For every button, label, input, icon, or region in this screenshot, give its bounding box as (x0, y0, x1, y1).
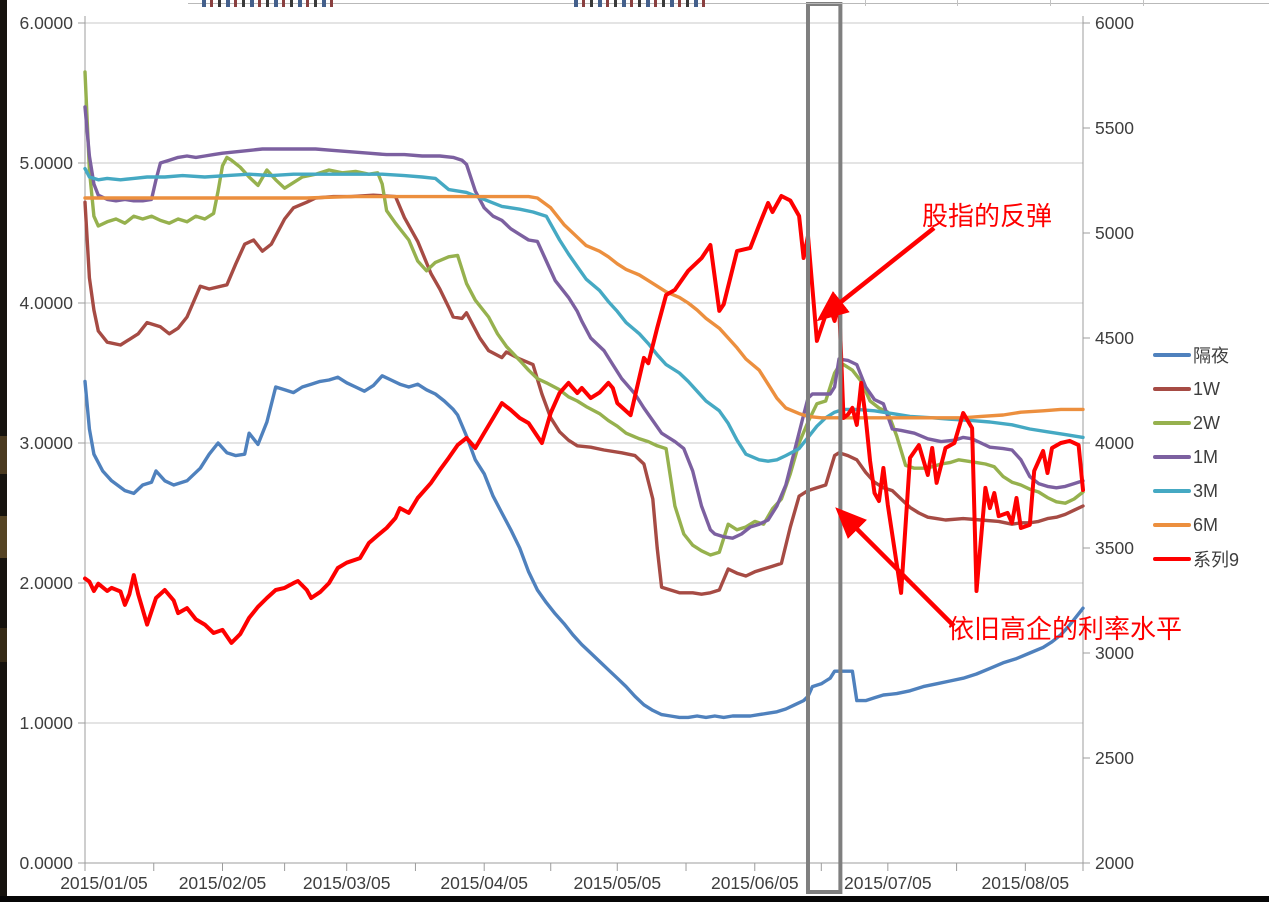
series-6m-line (83, 194, 1085, 420)
line-swatch-icon (1153, 455, 1191, 459)
series-1m-line (83, 105, 1085, 540)
cropped-tick (1143, 0, 1144, 6)
right-axis-label: 2000 (1095, 853, 1134, 873)
left-axis-label: 6.0000 (19, 13, 73, 33)
chart-legend: 隔夜 1W 2W 1M 3M 6M 系列9 (1153, 338, 1239, 576)
left-axis-label: 5.0000 (19, 153, 73, 173)
legend-label: 6M (1193, 514, 1219, 535)
line-swatch-icon (1153, 353, 1191, 357)
legend-item-2w: 2W (1153, 406, 1239, 440)
x-axis-label: 2015/04/05 (440, 873, 528, 893)
cropped-tick (957, 0, 958, 6)
x-axis-label: 2015/07/05 (844, 873, 932, 893)
right-axis-label: 3500 (1095, 538, 1134, 558)
screen-edge-left (0, 0, 7, 902)
legend-item-3m: 3M (1153, 474, 1239, 508)
right-axis-label: 5500 (1095, 118, 1134, 138)
legend-item-1m: 1M (1153, 440, 1239, 474)
x-axis-label: 2015/03/05 (303, 873, 391, 893)
legend-label: 1W (1193, 378, 1220, 399)
legend-item-overnight: 隔夜 (1153, 338, 1239, 372)
right-axis-label: 4000 (1095, 433, 1134, 453)
series-1w-line (83, 193, 1085, 596)
legend-item-1w: 1W (1153, 372, 1239, 406)
legend-item-series9: 系列9 (1153, 542, 1239, 576)
line-swatch-icon (1153, 557, 1191, 561)
line-swatch-icon (1153, 523, 1191, 527)
annotation-high-rates: 依旧高企的利率水平 (948, 615, 1183, 644)
annotation-stock-rebound: 股指的反弹 (922, 202, 1053, 231)
x-axis-label: 2015/01/05 (60, 873, 148, 893)
legend-label: 3M (1193, 480, 1219, 501)
left-axis-label: 4.0000 (19, 293, 73, 313)
series-2w-line (83, 70, 1085, 557)
screen-edge-bottom (0, 896, 1269, 902)
cropped-text-fragment (202, 0, 334, 7)
x-axis-label: 2015/06/05 (711, 873, 799, 893)
line-swatch-icon (1153, 421, 1191, 425)
left-axis-label: 1.0000 (19, 713, 73, 733)
right-axis-label: 6000 (1095, 13, 1134, 33)
x-axis-label: 2015/02/05 (179, 873, 267, 893)
line-swatch-icon (1153, 489, 1191, 493)
left-axis-label: 2.0000 (19, 573, 73, 593)
cropped-text-fragment (574, 0, 706, 7)
line-swatch-icon (1153, 387, 1191, 391)
cropped-tick (865, 0, 866, 6)
right-axis-label: 4500 (1095, 328, 1134, 348)
legend-label: 系列9 (1193, 550, 1240, 570)
right-axis-label: 2500 (1095, 748, 1134, 768)
left-axis-label: 3.0000 (19, 433, 73, 453)
legend-label: 隔夜 (1193, 346, 1229, 366)
highlight-box (805, 2, 843, 894)
cropped-top-chart-line (188, 3, 1269, 4)
annotation-arrow (816, 226, 936, 322)
series-series9-line (83, 194, 1085, 645)
x-axis-label: 2015/08/05 (982, 873, 1070, 893)
legend-label: 2W (1193, 412, 1220, 433)
right-axis-label: 5000 (1095, 223, 1134, 243)
series-overnight-line (83, 374, 1085, 720)
legend-label: 1M (1193, 446, 1219, 467)
legend-item-6m: 6M (1153, 508, 1239, 542)
annotation-arrow (835, 507, 956, 628)
x-axis-label: 2015/05/05 (573, 873, 661, 893)
cropped-tick (1050, 0, 1051, 6)
left-axis-label: 0.0000 (19, 853, 73, 873)
right-axis-label: 3000 (1095, 643, 1134, 663)
